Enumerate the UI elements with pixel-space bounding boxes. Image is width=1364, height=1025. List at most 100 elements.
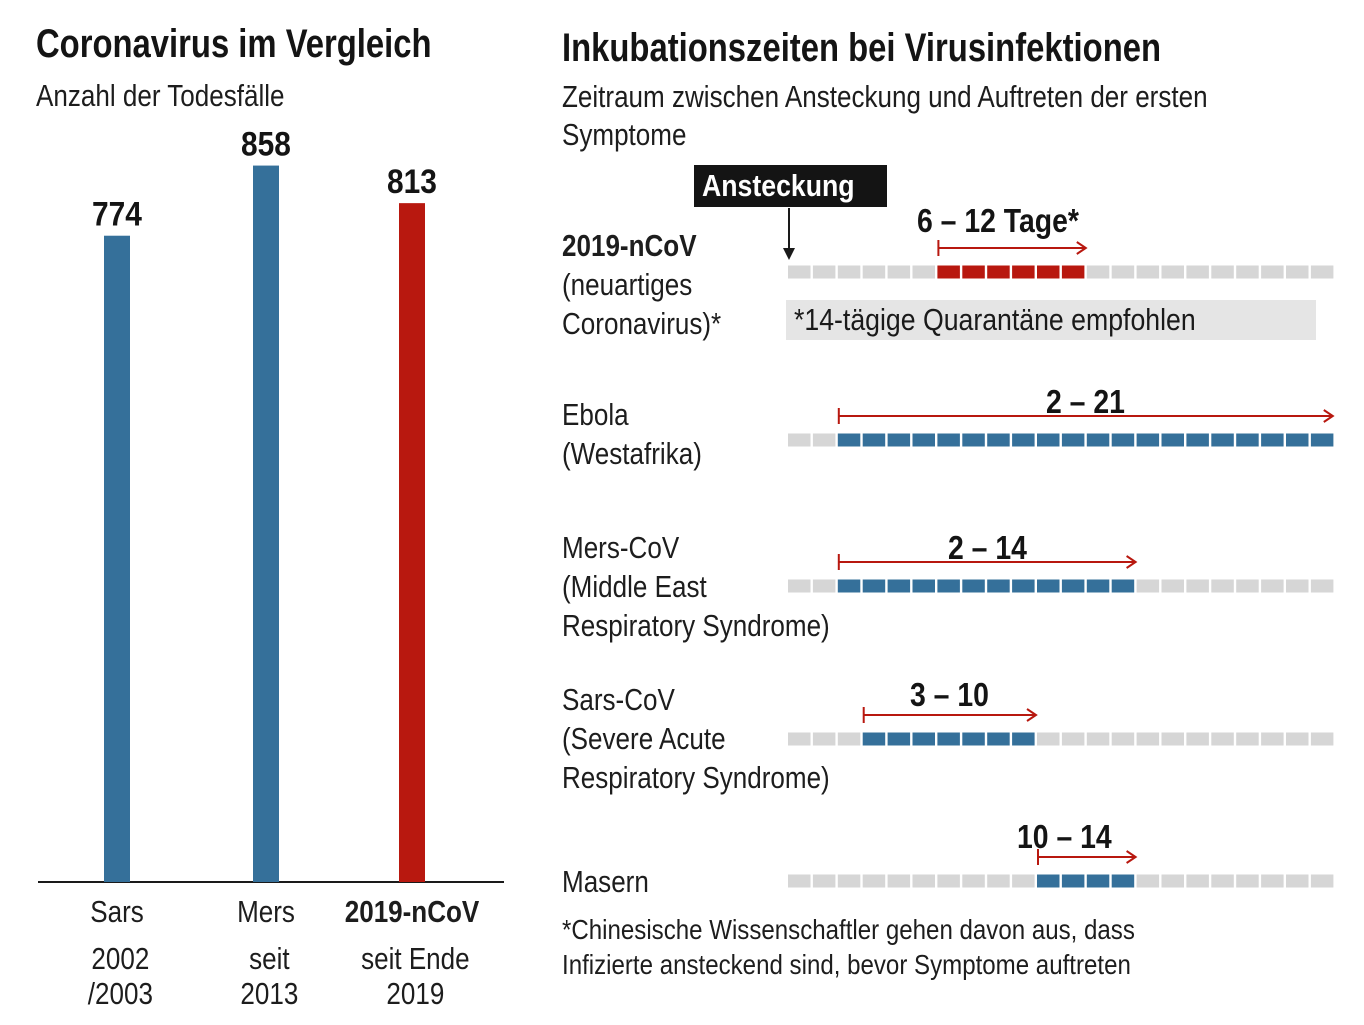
range-chart-subtitle: Zeitraum zwischen Ansteckung und Auftret…: [562, 79, 1208, 152]
day-segment: [1261, 265, 1284, 279]
disease-label-line: Masern: [562, 864, 649, 899]
day-segment: [987, 579, 1010, 593]
day-segment: [937, 874, 960, 888]
day-segment: [962, 732, 985, 746]
range-label: 3 – 10: [910, 676, 990, 713]
category-label-2019-ncov: 2019-nCoV: [345, 895, 480, 930]
day-segment: [1012, 874, 1035, 888]
disease-label: Masern: [562, 862, 649, 901]
day-segment: [1161, 732, 1184, 746]
category-label-mers: Mers: [237, 895, 295, 930]
disease-label-line: (Severe Acute: [562, 721, 726, 756]
data-label-mers: 858: [241, 125, 291, 163]
day-segment: [937, 265, 960, 279]
day-segment: [1012, 265, 1035, 279]
day-segment: [1136, 732, 1160, 746]
day-segment: [1186, 732, 1209, 746]
day-segment: [1186, 874, 1209, 888]
day-segment: [1186, 579, 1209, 593]
day-segment: [1012, 579, 1035, 593]
day-segment: [1211, 265, 1234, 279]
day-segment: [1310, 579, 1334, 593]
day-segment: [1286, 579, 1309, 593]
disease-label-line: (Westafrika): [562, 436, 702, 471]
footnote-line-2: Infizierte ansteckend sind, bevor Sympto…: [562, 949, 1131, 980]
footnote: *Chinesische Wissenschaftler gehen davon…: [562, 912, 1135, 982]
day-segment: [1136, 433, 1160, 447]
day-segment: [1261, 579, 1284, 593]
bar-2019-ncov: [399, 203, 425, 882]
day-segment: [1086, 732, 1110, 746]
disease-label-line: Ebola: [562, 397, 629, 432]
range-arrow-head: [1076, 241, 1088, 255]
day-segment: [1061, 732, 1085, 746]
category-sublabel: 2013: [240, 977, 298, 1012]
day-segment: [987, 433, 1010, 447]
day-segment: [837, 732, 861, 746]
day-segment: [862, 874, 886, 888]
day-segment: [962, 433, 985, 447]
disease-label-line: Respiratory Syndrome): [562, 608, 830, 643]
day-segment: [837, 874, 861, 888]
day-segment: [912, 874, 935, 888]
day-segment: [1161, 265, 1184, 279]
bar-sars: [104, 235, 130, 882]
day-segment: [812, 732, 836, 746]
day-segment: [987, 265, 1010, 279]
footnote-line-1: *Chinesische Wissenschaftler gehen davon…: [562, 914, 1135, 945]
day-segment: [962, 265, 985, 279]
day-segment: [1211, 732, 1234, 746]
day-segment: [862, 579, 886, 593]
day-segment: [812, 433, 836, 447]
day-segment: [1061, 874, 1085, 888]
range-arrow-head: [1026, 708, 1038, 722]
day-segment: [1037, 433, 1060, 447]
day-segment: [912, 732, 935, 746]
day-segment: [887, 732, 911, 746]
day-segment: [1211, 874, 1234, 888]
day-segment: [987, 874, 1010, 888]
day-segment: [1136, 265, 1160, 279]
day-segment: [1236, 265, 1259, 279]
day-segment: [1310, 433, 1334, 447]
category-sublabel: /2003: [88, 977, 153, 1012]
day-segment: [1061, 265, 1085, 279]
day-segment: [887, 265, 911, 279]
day-segment: [812, 265, 836, 279]
day-segment: [1111, 579, 1135, 593]
day-segment: [862, 433, 886, 447]
day-segment: [912, 433, 935, 447]
day-segment: [1037, 579, 1060, 593]
day-segment: [1037, 732, 1060, 746]
day-segment: [1136, 579, 1160, 593]
day-segment: [788, 874, 811, 888]
day-segment: [1161, 874, 1184, 888]
day-segment: [788, 579, 811, 593]
ansteckung-marker-label: Ansteckung: [694, 165, 888, 207]
disease-label: 2019-nCoV (neuartiges Coronavirus)*: [562, 226, 721, 343]
day-segment: [1211, 579, 1234, 593]
day-segment: [1286, 433, 1309, 447]
day-segment: [937, 732, 960, 746]
day-segment: [1111, 265, 1135, 279]
day-segment: [937, 433, 960, 447]
category-sublabel: seit Ende: [361, 942, 470, 977]
day-segment: [1186, 433, 1209, 447]
bar-mers: [253, 165, 279, 882]
day-segment: [812, 579, 836, 593]
disease-label-line: 2019-nCoV: [562, 228, 697, 263]
day-segment: [1236, 732, 1259, 746]
day-segment: [1261, 433, 1284, 447]
ansteckung-arrow-head: [783, 248, 795, 260]
disease-label-line: (Middle East: [562, 569, 707, 604]
disease-label-line: Sars-CoV: [562, 682, 675, 717]
bar-chart-subtitle: Anzahl der Todesfälle: [36, 78, 285, 113]
day-segment: [788, 433, 811, 447]
day-segment: [1186, 265, 1209, 279]
day-segment: [1012, 732, 1035, 746]
day-segment: [887, 433, 911, 447]
day-segment: [1236, 433, 1259, 447]
day-segment: [1037, 874, 1060, 888]
